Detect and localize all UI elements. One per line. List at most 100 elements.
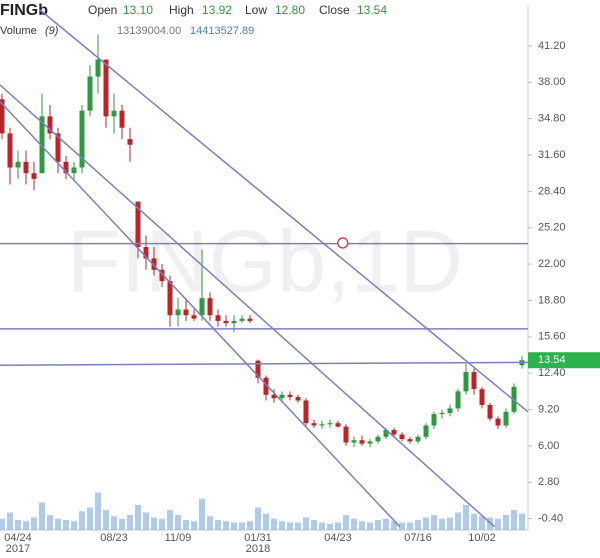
volume-bar [247, 521, 253, 530]
y-tick-label: 31.60 [538, 149, 566, 161]
x-year-label: 2017 [6, 543, 30, 555]
volume-bar [63, 520, 69, 530]
volume-bar [87, 507, 93, 530]
candle-body [431, 414, 437, 426]
candle-body [95, 59, 101, 77]
volume-bar [223, 521, 229, 530]
volume-bar [271, 518, 277, 530]
candle-body [375, 436, 381, 442]
candle-body [31, 173, 37, 179]
volume-bar [151, 517, 157, 530]
x-tick-label: 07/16 [404, 532, 432, 544]
volume-bar [15, 520, 21, 530]
candle-body [23, 161, 29, 174]
candle-body [79, 110, 85, 168]
volume-bar [447, 517, 453, 530]
volume-bar [279, 521, 285, 530]
candle-body [455, 391, 461, 409]
candle-body [263, 377, 269, 395]
volume-bar [263, 513, 269, 530]
volume-bar [47, 515, 53, 530]
candle-body [183, 309, 189, 316]
volume-bar [463, 505, 469, 530]
volume-bar [487, 517, 493, 530]
candle-body [335, 423, 341, 427]
candle-body [119, 110, 125, 128]
open-label: Open [88, 3, 117, 17]
marker [337, 237, 349, 249]
candle-body [215, 315, 221, 321]
candle-body [303, 400, 309, 424]
volume-bar [143, 512, 149, 530]
volume-bar [319, 522, 325, 530]
volume-bar [119, 518, 125, 530]
volume-bar [0, 518, 5, 530]
last-price-label: 13.54 [538, 354, 566, 366]
x-tick-label: 04/24 [4, 532, 32, 544]
y-tick-label: 9.20 [538, 403, 559, 415]
volume-bar [71, 521, 77, 530]
volume-bar [255, 507, 261, 530]
candle-body [0, 99, 5, 134]
volume-bar [311, 520, 317, 530]
volume-bar [455, 512, 461, 530]
volume-bar [167, 510, 173, 530]
candle-body [143, 247, 149, 259]
candle-body [295, 397, 301, 401]
low-value: 12.80 [275, 3, 305, 17]
candle-body [503, 411, 509, 426]
volume-label: Volume [0, 25, 37, 37]
candle-body [191, 315, 197, 319]
volume-bar [431, 515, 437, 530]
y-tick-label: 18.80 [538, 294, 566, 306]
volume-bar [135, 505, 141, 530]
candle-body [479, 389, 485, 405]
candle-body [495, 418, 501, 426]
volume-bar [439, 518, 445, 530]
candle-body [271, 394, 277, 399]
volume-bar [55, 518, 61, 530]
candle-body [47, 116, 53, 134]
trend-line [0, 101, 401, 528]
volume-bar [287, 522, 293, 530]
high-label: High [169, 3, 194, 17]
y-tick-label: -0.40 [538, 513, 563, 525]
candle-body [351, 440, 357, 443]
candle-body [239, 318, 245, 321]
y-tick-label: 6.00 [538, 440, 559, 452]
last-price-box [528, 352, 600, 369]
volume-bar [295, 522, 301, 530]
candle-body [447, 408, 453, 413]
y-tick-label: 41.20 [538, 40, 566, 52]
high-value: 13.92 [202, 3, 232, 17]
trend-line [0, 361, 529, 366]
candle-body [175, 309, 181, 316]
candle-body [279, 394, 285, 399]
candle-body [63, 161, 69, 174]
candle-body [127, 139, 133, 145]
volume-bar [23, 521, 29, 530]
volume-bar [239, 522, 245, 530]
candle-body [231, 320, 237, 324]
candle-body [471, 372, 477, 390]
volume-bar [175, 515, 181, 530]
close-value: 13.54 [357, 3, 387, 17]
x-tick-label: 10/02 [468, 532, 496, 544]
volume-bar [199, 498, 205, 530]
candle-body [439, 412, 445, 415]
candle-body [423, 425, 429, 437]
x-tick-label: 11/09 [165, 532, 192, 544]
volume-period: (9) [45, 25, 59, 37]
volume-bar [191, 521, 197, 530]
volume-bar [215, 520, 221, 530]
volume-bar [503, 515, 509, 530]
candle-body [367, 441, 373, 444]
volume-bar [471, 513, 477, 530]
candle-body [103, 59, 109, 117]
volume-bar [423, 517, 429, 530]
y-tick-label: 2.80 [538, 476, 559, 488]
volume-bar [303, 517, 309, 530]
candle-body [111, 110, 117, 117]
volume-bar [495, 518, 501, 530]
volume-bar [327, 523, 333, 530]
